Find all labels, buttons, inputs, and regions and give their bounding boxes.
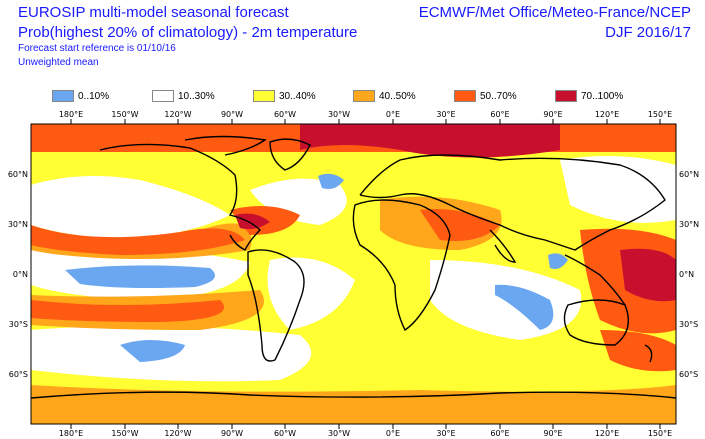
north-atlantic-blue (318, 173, 344, 189)
legend-label-3: 40..50% (379, 90, 416, 102)
tasman-5070 (600, 330, 676, 372)
legend-label-0: 0..10% (78, 90, 110, 102)
lon-label-bottom: 150°W (111, 429, 138, 438)
lon-label-bottom: 120°W (164, 429, 191, 438)
legend-swatch-5 (555, 90, 577, 102)
antarctica-coast (31, 391, 676, 399)
legend-swatch-0 (52, 90, 74, 102)
south-pacific-blue (120, 340, 185, 362)
antarctic-orange (31, 385, 676, 424)
north-pacific-white (31, 176, 230, 240)
south-pacific-5070 (31, 300, 224, 322)
lat-labels-left: 60°N 30°N 0°N 30°S 60°S (8, 170, 28, 379)
lat-label-right: 30°N (679, 220, 699, 229)
lon-label-bottom: 180°E (59, 429, 83, 438)
north-asia-white (560, 156, 676, 223)
lon-label-bottom: 150°E (648, 429, 672, 438)
indian-ocean-blue (495, 284, 554, 330)
lat-labels-right: 60°N 30°N 0°N 30°S 60°S (679, 170, 699, 379)
gulf-70100 (235, 213, 270, 230)
lon-label-top: 0°E (386, 110, 400, 119)
legend-item-4: 50..70% (454, 89, 517, 103)
lat-label-left: 30°N (8, 220, 28, 229)
axis-ticks (70, 119, 661, 429)
lon-label-bottom: 60°W (274, 429, 296, 438)
australia-coast (563, 299, 629, 346)
lat-label-left: 30°S (9, 320, 28, 329)
legend-item-0: 0..10% (52, 89, 109, 103)
lon-label-top: 60°E (490, 110, 509, 119)
arctic-hot-patch-2 (400, 134, 490, 152)
legend-label-5: 70..100% (581, 90, 624, 102)
lon-label-bottom: 30°W (328, 429, 350, 438)
legend-swatch-3 (353, 90, 375, 102)
legend-item-3: 40..50% (353, 89, 416, 103)
india-coast (489, 229, 517, 263)
lon-label-top: 90°E (543, 110, 562, 119)
north-america-coast (99, 143, 261, 251)
lon-label-top: 30°E (436, 110, 455, 119)
lon-label-bottom: 30°E (436, 429, 455, 438)
weighting-note: Unweighted mean (18, 57, 99, 68)
tropical-pacific-blue (65, 265, 215, 288)
lon-label-top: 30°W (328, 110, 350, 119)
probability-legend: 0..10% 10..30% 30..40% 40..50% 50..70% 7… (0, 89, 705, 103)
greenland-coast (269, 138, 311, 171)
se-asia-coast (564, 254, 626, 306)
new-zealand-coast (644, 344, 653, 363)
legend-label-1: 10..30% (178, 90, 215, 102)
lat-label-left: 0°N (13, 270, 28, 279)
lon-label-top: 60°W (274, 110, 296, 119)
lon-label-top: 150°E (648, 110, 672, 119)
legend-label-2: 30..40% (279, 90, 316, 102)
south-america-white (267, 257, 355, 330)
legend-item-2: 30..40% (253, 89, 316, 103)
forecast-start-note: Forecast start reference is 01/10/16 (18, 43, 176, 54)
lon-label-top: 150°W (111, 110, 138, 119)
arctic-canada-coast (184, 135, 267, 156)
map-frame (30, 123, 677, 425)
map-field (31, 124, 676, 424)
lat-label-left: 60°S (9, 370, 28, 379)
coastlines (31, 135, 676, 399)
lon-label-top: 120°E (595, 110, 619, 119)
lon-label-bottom: 90°W (221, 429, 243, 438)
legend-item-5: 70..100% (555, 89, 623, 103)
lon-label-top: 180°E (59, 110, 83, 119)
centres-label: ECMWF/Met Office/Meteo-France/NCEP (418, 4, 691, 21)
lon-labels-top: 180°E 150°W 120°W 90°W 60°W 30°W 0°E 30°… (59, 110, 672, 119)
lon-labels-bottom: 180°E 150°W 120°W 90°W 60°W 30°W 0°E 30°… (59, 429, 672, 438)
south-america-coast (247, 249, 305, 362)
lon-label-bottom: 0°E (386, 429, 400, 438)
africa-coast (352, 199, 451, 332)
legend-item-1: 10..30% (152, 89, 215, 103)
legend-label-4: 50..70% (480, 90, 517, 102)
atlantic-white (250, 178, 347, 225)
legend-swatch-1 (152, 90, 174, 102)
legend-swatch-2 (253, 90, 275, 102)
lat-label-left: 60°N (8, 170, 28, 179)
lon-label-bottom: 90°E (543, 429, 562, 438)
legend-swatch-4 (454, 90, 476, 102)
lon-label-bottom: 60°E (490, 429, 509, 438)
lon-label-top: 120°W (164, 110, 191, 119)
map-title: EUROSIP multi-model seasonal forecast (18, 4, 289, 21)
lon-label-top: 90°W (221, 110, 243, 119)
lon-label-bottom: 120°E (595, 429, 619, 438)
lat-label-right: 60°N (679, 170, 699, 179)
lat-label-right: 0°N (679, 270, 694, 279)
lat-label-right: 60°S (679, 370, 698, 379)
eurasia-coast (359, 154, 666, 251)
pacific-warm-pool-70100 (620, 248, 676, 302)
map-subtitle: Prob(highest 20% of climatology) - 2m te… (18, 24, 358, 41)
pacific-5070 (31, 225, 245, 255)
bay-of-bengal-blue (548, 253, 568, 269)
season-label: DJF 2016/17 (605, 24, 691, 41)
lat-label-right: 30°S (679, 320, 698, 329)
